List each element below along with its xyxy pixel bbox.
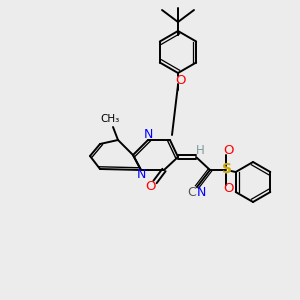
Text: O: O [175,74,185,86]
Text: N: N [136,169,146,182]
Text: C: C [188,187,196,200]
Text: S: S [222,162,232,176]
Text: N: N [143,128,153,142]
Text: CH₃: CH₃ [100,114,120,124]
Text: O: O [223,145,233,158]
Text: O: O [223,182,233,196]
Text: H: H [196,143,204,157]
Text: N: N [196,187,206,200]
Text: O: O [146,179,156,193]
